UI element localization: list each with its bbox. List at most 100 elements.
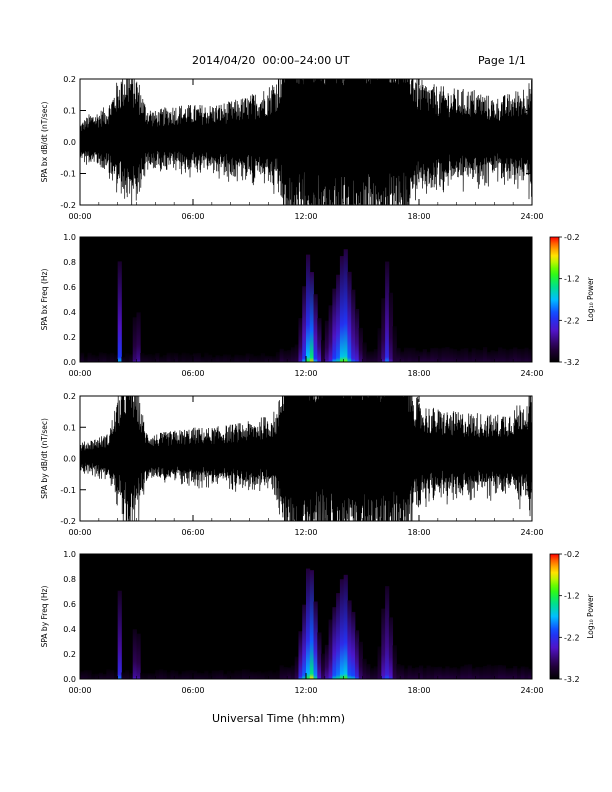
spectrogram-column <box>456 350 461 362</box>
page-number: Page 1/1 <box>478 54 526 67</box>
x-tick-label: 12:00 <box>294 528 317 537</box>
spectrogram-column <box>354 308 360 362</box>
spectrogram-column <box>324 644 329 679</box>
spectrogram-column <box>110 352 115 362</box>
spectrogram-column <box>407 665 412 679</box>
spectrogram-column <box>501 665 507 679</box>
x-tick-label: 06:00 <box>181 212 204 221</box>
spectrogram-column <box>121 356 126 362</box>
spectrogram-column <box>241 669 247 679</box>
page-title: 2014/04/20 00:00–24:00 UT <box>192 54 350 67</box>
y-axis-label: SPA bx Freq (Hz) <box>40 269 49 331</box>
spectrogram-column <box>498 664 503 679</box>
spectrogram-column <box>287 667 292 679</box>
spectrogram-column <box>83 356 88 362</box>
spectrogram-column <box>113 354 119 362</box>
panel-1: 00:00 06:00 12:00 18:00 24:00 -0.2 -0.1 0.0 0.1 0… <box>40 75 544 221</box>
spectrogram-column <box>166 671 171 679</box>
spectrogram-column <box>403 347 409 362</box>
spectrogram-column <box>117 590 122 679</box>
y-tick-label: 0.2 <box>63 392 76 401</box>
spectrogram-column <box>268 670 273 679</box>
spectrogram-column <box>159 356 164 362</box>
spectrogram-column <box>430 666 435 679</box>
colorbar-tick-label: -1.2 <box>564 592 580 601</box>
y-tick-label: 0.0 <box>63 455 76 464</box>
spectrogram-column <box>185 670 190 679</box>
spectrogram-column <box>422 349 427 362</box>
panel-3: 00:00 06:00 12:00 18:00 24:00 -0.2 -0.1 0.0 0.1 0… <box>40 392 544 537</box>
spectrogram-column <box>467 351 473 362</box>
spectrogram-column <box>132 629 137 679</box>
y-axis-label: SPA by dB/dt (nT/sec) <box>40 418 49 499</box>
spectrogram-column <box>332 607 337 679</box>
y-tick-label: 0.8 <box>63 258 76 267</box>
spectrogram-column <box>196 672 201 679</box>
spectrogram-column <box>290 665 296 679</box>
spectrogram-column <box>166 352 171 362</box>
spectrogram-column <box>174 670 179 679</box>
spectrogram-column <box>388 292 394 362</box>
spectrogram-column <box>339 579 345 679</box>
spectrogram-column <box>426 665 431 679</box>
y-tick-label: -0.1 <box>60 486 76 495</box>
y-tick-label: 0.2 <box>63 333 76 342</box>
spectrogram-column <box>464 348 469 362</box>
spectrogram-column <box>174 352 179 362</box>
y-tick-label: 0.8 <box>63 575 76 584</box>
spectrogram-column <box>136 312 141 362</box>
y-tick-label: 1.0 <box>63 233 76 242</box>
spectrogram-column <box>211 356 216 362</box>
spectrogram-column <box>113 671 119 679</box>
spectrogram-column <box>298 631 303 679</box>
spectrogram-column <box>294 656 299 679</box>
y-axis-label: SPA by Freq (Hz) <box>40 586 49 648</box>
spectrogram-column <box>91 354 96 362</box>
spectrogram-column <box>400 665 405 679</box>
spectrogram-column <box>102 352 107 362</box>
spectrogram-column <box>403 668 409 679</box>
colorbar-label: Log₁₀ Power <box>586 276 595 321</box>
spectrogram-column <box>471 668 476 679</box>
colorbar-tick-label: -1.2 <box>564 275 580 284</box>
x-tick-label: 00:00 <box>68 686 91 695</box>
spectrogram-column <box>181 352 186 362</box>
spectrogram-column <box>128 354 134 362</box>
x-tick-label: 00:00 <box>68 528 91 537</box>
spectrogram-column <box>419 351 424 362</box>
spectrogram-column <box>80 352 85 362</box>
colorbar <box>549 236 560 363</box>
spectrogram-column <box>460 666 465 679</box>
spectrogram-column <box>381 608 386 679</box>
spectrogram-column <box>366 351 371 362</box>
spectrogram-column <box>80 671 85 679</box>
spectrogram-column <box>264 671 269 679</box>
x-tick-label: 24:00 <box>520 212 543 221</box>
x-tick-label: 18:00 <box>407 686 430 695</box>
spectrogram-column <box>106 353 111 362</box>
spectrogram-column <box>177 354 183 362</box>
spectrogram-column <box>219 355 224 362</box>
spectrogram-column <box>102 673 107 679</box>
spectrogram-column <box>155 669 160 679</box>
y-tick-label: 0.2 <box>63 75 76 84</box>
spectrogram-column <box>449 348 454 362</box>
colorbar-tick-label: -0.2 <box>564 550 580 559</box>
spectrogram-column <box>140 672 145 679</box>
spectrogram-column <box>460 348 465 362</box>
spectrogram-column <box>91 673 96 679</box>
spectrogram-column <box>83 670 88 679</box>
spectrogram-column <box>336 274 341 362</box>
x-tick-label: 18:00 <box>407 528 430 537</box>
spectrogram-column <box>396 347 401 362</box>
series-line <box>80 396 532 521</box>
spectrogram-column <box>121 672 126 679</box>
y-tick-label: -0.1 <box>60 170 76 179</box>
y-tick-label: 0.0 <box>63 675 76 684</box>
spectrogram-column <box>392 645 397 679</box>
spectrogram-column <box>147 673 152 679</box>
spectrogram-column <box>445 347 450 362</box>
spectrogram-column <box>441 347 446 362</box>
spectrogram-column <box>147 354 152 362</box>
